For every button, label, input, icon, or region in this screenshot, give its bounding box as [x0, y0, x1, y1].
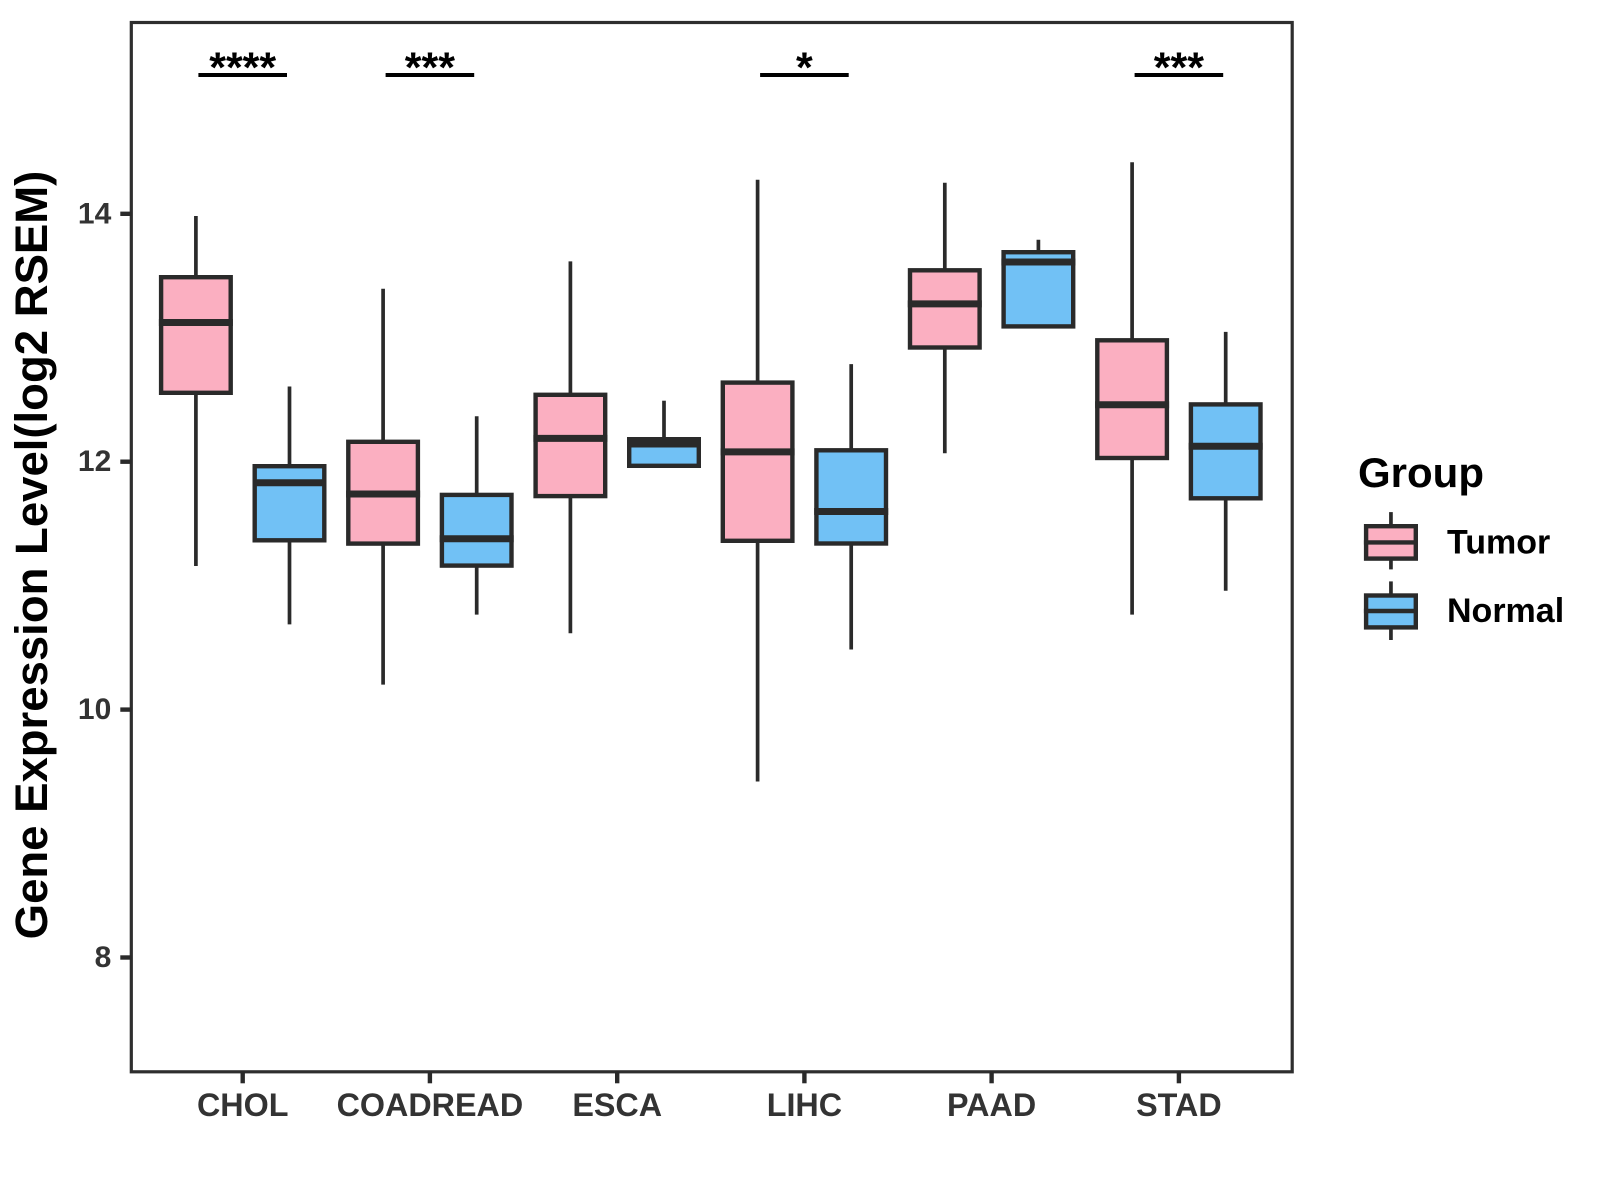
- svg-text:Gene Expression Level(log2 RSE: Gene Expression Level(log2 RSEM): [6, 171, 57, 940]
- svg-text:LIHC: LIHC: [767, 1087, 842, 1123]
- svg-text:CHOL: CHOL: [197, 1087, 289, 1123]
- svg-text:COADREAD: COADREAD: [337, 1087, 524, 1123]
- svg-text:ESCA: ESCA: [572, 1087, 662, 1123]
- svg-text:Tumor: Tumor: [1447, 523, 1550, 561]
- svg-text:12: 12: [78, 445, 111, 478]
- svg-text:Normal: Normal: [1447, 592, 1564, 630]
- svg-text:14: 14: [78, 197, 112, 230]
- svg-text:***: ***: [405, 44, 455, 92]
- svg-text:8: 8: [95, 941, 112, 974]
- svg-text:PAAD: PAAD: [947, 1087, 1036, 1123]
- svg-text:Group: Group: [1358, 449, 1484, 496]
- svg-text:10: 10: [78, 693, 111, 726]
- svg-text:***: ***: [1154, 44, 1204, 92]
- svg-text:STAD: STAD: [1136, 1087, 1222, 1123]
- svg-text:*: *: [796, 44, 813, 92]
- svg-text:****: ****: [209, 44, 276, 92]
